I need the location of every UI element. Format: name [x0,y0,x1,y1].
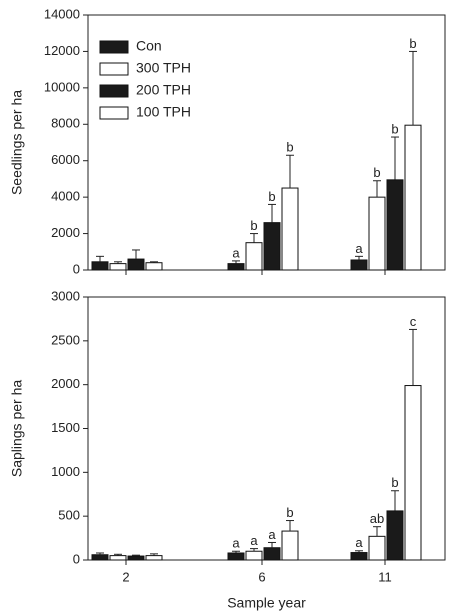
bar [350,552,368,561]
significance-letter: a [250,533,258,548]
y-tick-label: 2000 [51,225,80,240]
legend-label: Con [136,38,162,54]
legend-swatch [99,106,129,120]
bar [109,555,127,561]
x-axis-label: Sample year [227,595,306,611]
y-tick-label: 500 [58,508,80,523]
bar [263,547,281,561]
legend-label: 200 TPH [136,82,191,98]
significance-letter: b [391,475,398,490]
y-axis-label: Saplings per ha [9,380,25,478]
bar [227,263,245,271]
bar [281,187,299,271]
bar [91,261,109,271]
bar [386,510,404,561]
bar [127,555,145,561]
bar [109,263,127,271]
bar [145,555,163,561]
legend-label: 300 TPH [136,60,191,76]
y-axis-label: Seedlings per ha [9,90,25,195]
significance-letter: b [409,36,416,51]
significance-letter: c [410,314,417,329]
y-tick-label: 0 [73,261,80,276]
y-tick-label: 2500 [51,332,80,347]
significance-letter: a [355,241,363,256]
x-tick-label: 6 [258,569,265,584]
y-tick-label: 3000 [51,288,80,303]
y-tick-label: 2000 [51,376,80,391]
bar [245,550,263,561]
y-tick-label: 10000 [44,79,80,94]
significance-letter: b [250,218,257,233]
y-tick-label: 6000 [51,152,80,167]
bar [368,535,386,561]
bar [227,552,245,561]
bar [281,530,299,561]
legend-swatch [99,84,129,98]
significance-letter: b [373,165,380,180]
significance-letter: a [268,527,276,542]
y-tick-label: 4000 [51,189,80,204]
y-tick-label: 1000 [51,464,80,479]
significance-letter: b [286,140,293,155]
y-tick-label: 14000 [44,6,80,21]
bar [404,385,422,561]
y-tick-label: 1500 [51,420,80,435]
bar [245,242,263,271]
x-tick-label: 11 [378,569,392,584]
y-tick-label: 8000 [51,116,80,131]
significance-letter: b [391,121,398,136]
bar [386,179,404,271]
legend-swatch [99,62,129,76]
bar [145,262,163,271]
bar [127,258,145,271]
bar [404,124,422,271]
bar [368,196,386,271]
significance-letter: a [232,245,240,260]
legend-swatch [99,40,129,54]
y-tick-label: 0 [73,551,80,566]
significance-letter: b [268,189,275,204]
significance-letter: ab [370,511,384,526]
y-tick-label: 12000 [44,43,80,58]
significance-letter: b [286,505,293,520]
significance-letter: a [355,535,363,550]
legend-label: 100 TPH [136,104,191,120]
bar [350,259,368,271]
bar [263,222,281,271]
significance-letter: a [232,536,240,551]
x-tick-label: 2 [122,569,129,584]
bar [91,554,109,561]
